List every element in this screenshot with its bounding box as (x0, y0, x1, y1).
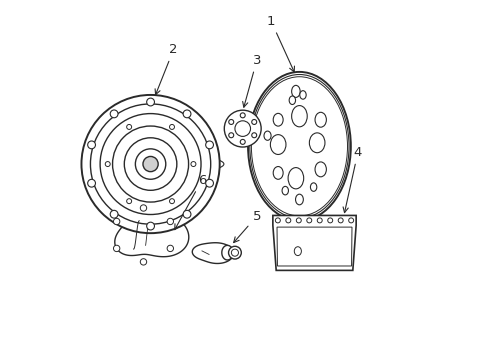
Circle shape (140, 205, 146, 211)
Ellipse shape (249, 75, 348, 218)
Ellipse shape (273, 167, 283, 179)
Circle shape (228, 120, 233, 125)
Circle shape (224, 110, 261, 147)
Circle shape (140, 259, 146, 265)
Circle shape (87, 141, 95, 149)
Circle shape (228, 133, 233, 138)
Ellipse shape (310, 183, 316, 192)
Ellipse shape (264, 131, 270, 140)
Circle shape (251, 120, 256, 125)
Circle shape (126, 125, 131, 129)
Circle shape (285, 218, 290, 223)
Ellipse shape (294, 247, 301, 256)
Circle shape (113, 218, 120, 225)
Text: 5: 5 (233, 210, 261, 243)
Circle shape (296, 218, 301, 223)
Ellipse shape (295, 194, 303, 205)
Text: 6: 6 (174, 174, 206, 230)
Circle shape (169, 199, 174, 204)
Ellipse shape (299, 91, 305, 99)
Circle shape (112, 126, 188, 202)
Text: 2: 2 (155, 43, 178, 95)
Circle shape (183, 110, 190, 118)
Circle shape (135, 149, 165, 179)
Ellipse shape (270, 135, 285, 154)
Circle shape (240, 139, 244, 144)
Circle shape (124, 138, 177, 190)
Circle shape (275, 218, 280, 223)
Ellipse shape (291, 105, 306, 127)
Circle shape (338, 218, 343, 223)
Circle shape (142, 157, 158, 172)
Circle shape (327, 218, 332, 223)
Polygon shape (272, 215, 355, 270)
Circle shape (183, 210, 190, 218)
Circle shape (205, 179, 213, 187)
Circle shape (190, 162, 196, 167)
Circle shape (317, 218, 322, 223)
Circle shape (205, 141, 213, 149)
Ellipse shape (282, 186, 288, 195)
Circle shape (81, 95, 219, 233)
Ellipse shape (288, 96, 295, 104)
Circle shape (113, 245, 120, 252)
Polygon shape (222, 246, 233, 260)
Polygon shape (192, 243, 233, 264)
Ellipse shape (309, 133, 325, 153)
Circle shape (100, 114, 201, 215)
Circle shape (110, 210, 118, 218)
Text: 3: 3 (242, 54, 261, 107)
Circle shape (167, 245, 173, 252)
Circle shape (231, 249, 238, 256)
Circle shape (126, 199, 131, 204)
Ellipse shape (251, 77, 347, 216)
Circle shape (234, 121, 250, 136)
Circle shape (240, 113, 244, 118)
Circle shape (90, 104, 210, 224)
Circle shape (306, 218, 311, 223)
Circle shape (87, 179, 95, 187)
Circle shape (169, 125, 174, 129)
Text: 1: 1 (266, 15, 294, 72)
Circle shape (146, 222, 154, 230)
Circle shape (110, 110, 118, 118)
Ellipse shape (314, 112, 325, 127)
Ellipse shape (314, 162, 325, 177)
Circle shape (167, 218, 173, 225)
Text: 4: 4 (343, 146, 362, 213)
Circle shape (228, 246, 241, 259)
Polygon shape (115, 210, 188, 257)
Ellipse shape (287, 168, 303, 189)
Ellipse shape (273, 113, 283, 126)
Polygon shape (277, 227, 351, 266)
Ellipse shape (247, 72, 350, 221)
Circle shape (348, 218, 353, 223)
Circle shape (105, 162, 110, 167)
Circle shape (251, 133, 256, 138)
Circle shape (146, 98, 154, 106)
Ellipse shape (291, 85, 300, 98)
